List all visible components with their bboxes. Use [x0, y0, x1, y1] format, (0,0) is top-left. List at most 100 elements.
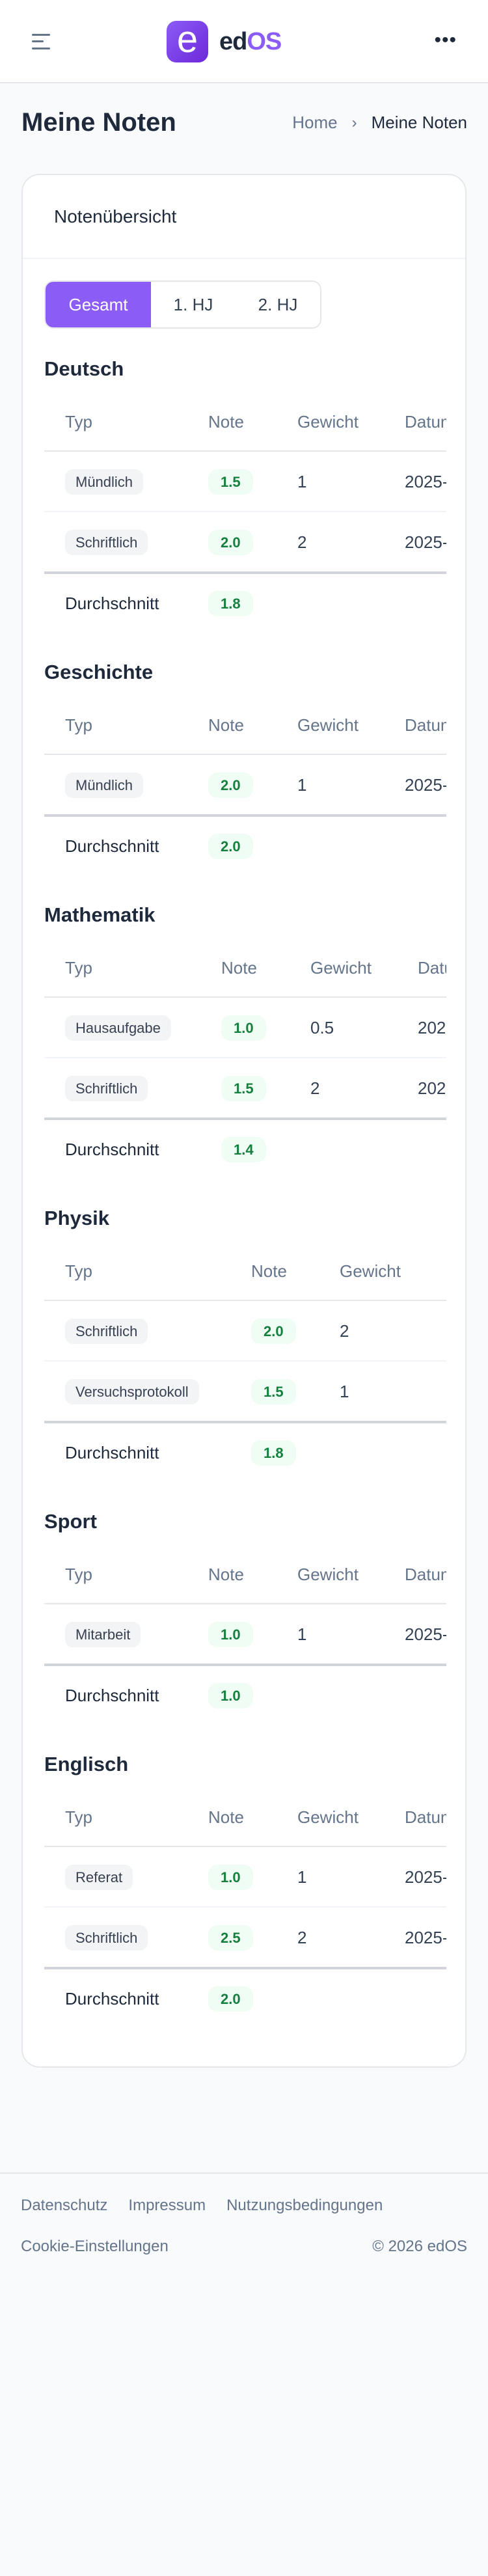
type-badge: Versuchsprotokoll	[65, 1379, 199, 1404]
average-badge: 1.8	[251, 1440, 296, 1466]
chevron-right-icon: ›	[351, 113, 357, 131]
logo-icon: e	[167, 21, 208, 62]
date-cell	[426, 1361, 446, 1423]
tab-gesamt[interactable]: Gesamt	[46, 282, 151, 327]
logo[interactable]: e edOS	[167, 21, 282, 62]
empty-cell	[319, 1422, 426, 1481]
table-scroll-container[interactable]: TypNoteGewichtDatum Hausaufgabe 1.0 0.52025…	[44, 940, 446, 1178]
column-header-gewicht: Gewicht	[277, 1546, 384, 1604]
table-header-row: TypNoteGewichtDatum	[44, 394, 446, 452]
empty-cell	[384, 573, 446, 632]
grade-cell: 1.5	[187, 451, 277, 512]
column-header-note: Note	[187, 1789, 277, 1847]
type-cell: Schriftlich	[44, 1058, 200, 1120]
column-header-datum: Datum	[384, 394, 446, 452]
type-badge: Referat	[65, 1865, 133, 1890]
tab-1-hj[interactable]: 1. HJ	[173, 294, 213, 314]
weight-cell: 2	[277, 512, 384, 574]
grade-cell: 1.0	[200, 997, 290, 1058]
subject-section: Englisch TypNoteGewichtDatum Referat 1.0 120…	[44, 1751, 446, 2027]
hamburger-icon[interactable]	[32, 33, 51, 51]
subject-title: Deutsch	[44, 357, 124, 380]
footer-links: Datenschutz Impressum Nutzungsbedingunge…	[21, 2197, 383, 2215]
grade-badge: 1.0	[221, 1015, 266, 1041]
subject-title: Sport	[44, 1510, 97, 1533]
subject-section: Sport TypNoteGewichtDatum Mitarbeit 1.0 1202…	[44, 1509, 446, 1724]
subject-section: Deutsch TypNoteGewichtDatum Mündlich 1.5 120…	[44, 356, 446, 632]
weight-cell: 2	[290, 1058, 397, 1120]
weight-cell: 2	[277, 1907, 384, 1969]
table-scroll-container[interactable]: TypNoteGewichtDatum Mündlich 2.0 12025-12-1…	[44, 697, 446, 875]
subject-title: Mathematik	[44, 903, 156, 926]
date-cell: 2025-12-1	[397, 997, 446, 1058]
subject-section: Physik TypNoteGewichtDatum Schriftlich 2.0 2…	[44, 1205, 446, 1481]
average-label: Durchschnitt	[65, 1988, 159, 2008]
grade-badge: 1.0	[208, 1622, 253, 1647]
column-header-note: Note	[200, 940, 290, 998]
footer-link-datenschutz[interactable]: Datenschutz	[21, 2197, 108, 2214]
grades-table: TypNoteGewichtDatum Referat 1.0 12025-11-30…	[44, 1789, 446, 2027]
table-scroll-container[interactable]: TypNoteGewichtDatum Referat 1.0 12025-11-30…	[44, 1789, 446, 2027]
breadcrumb-home-link[interactable]: Home	[292, 113, 338, 132]
table-scroll-container[interactable]: TypNoteGewichtDatumSchriftlich2.02 Versuc…	[44, 1243, 446, 1481]
weight-cell: 1	[277, 451, 384, 512]
column-header-datum: Datum	[426, 1243, 446, 1301]
card-title: Notenübersicht	[23, 175, 465, 259]
footer-link-impressum[interactable]: Impressum	[128, 2197, 206, 2214]
table-scroll-container[interactable]: TypNoteGewichtDatum Mündlich 1.5 12025-12-2…	[44, 394, 446, 632]
table-header-row: TypNoteGewichtDatum	[44, 940, 446, 998]
average-label: Durchschnitt	[65, 593, 159, 613]
grade-cell: 2.0	[187, 512, 277, 574]
grade-badge: 1.5	[208, 469, 253, 495]
table-header-row: TypNoteGewichtDatum	[44, 697, 446, 755]
empty-cell	[277, 1968, 384, 2027]
page-header: Meine Noten Home › Meine Noten	[0, 83, 488, 174]
average-badge: 2.0	[208, 1986, 253, 2012]
grades-table: TypNoteGewichtDatum Hausaufgabe 1.0 0.52025…	[44, 940, 446, 1178]
column-header-gewicht: Gewicht	[277, 1789, 384, 1847]
average-row: Durchschnitt 1.4	[44, 1119, 446, 1178]
average-row: Durchschnitt 1.8	[44, 573, 446, 632]
date-cell: 2025-12-01	[384, 1604, 446, 1666]
column-header-typ: Typ	[44, 1789, 187, 1847]
average-cell: 1.0	[187, 1665, 277, 1724]
subject-title: Physik	[44, 1207, 109, 1229]
weight-cell: 1	[277, 1604, 384, 1666]
column-header-datum: Datum	[384, 1789, 446, 1847]
empty-cell	[384, 815, 446, 875]
empty-cell	[277, 1665, 384, 1724]
type-badge: Mündlich	[65, 469, 144, 495]
table-row: Schriftlich 2.0 2	[44, 1300, 446, 1362]
empty-cell	[277, 573, 384, 632]
weight-cell: 1	[277, 1846, 384, 1908]
column-header-gewicht: Gewicht	[277, 394, 384, 452]
tab-2-hj[interactable]: 2. HJ	[258, 294, 298, 314]
column-header-gewicht: Gewicht	[319, 1243, 426, 1301]
type-cell: Hausaufgabe	[44, 997, 200, 1058]
grade-cell: 2.0	[230, 1300, 319, 1362]
type-cell: Schriftlich	[44, 512, 187, 574]
more-horizontal-icon[interactable]: •••	[434, 29, 457, 51]
grade-badge: 2.5	[208, 1925, 253, 1951]
type-cell: Mündlich	[44, 451, 187, 512]
grades-table: TypNoteGewichtDatum Mitarbeit 1.0 12025-12-…	[44, 1546, 446, 1724]
footer-link-nutzungsbedingungen[interactable]: Nutzungsbedingungen	[226, 2197, 383, 2214]
column-header-note: Note	[230, 1243, 319, 1301]
cookie-settings-link[interactable]: Cookie-Einstellungen	[21, 2238, 169, 2255]
column-header-typ: Typ	[44, 1243, 230, 1301]
average-row: Durchschnitt 1.0	[44, 1665, 446, 1724]
column-header-typ: Typ	[44, 940, 200, 998]
grades-table: TypNoteGewichtDatum Mündlich 1.5 12025-12-2…	[44, 394, 446, 632]
type-cell: Versuchsprotokoll	[44, 1361, 230, 1423]
empty-cell	[290, 1119, 397, 1178]
average-label: Durchschnitt	[65, 1685, 159, 1705]
grade-cell: 1.5	[230, 1361, 319, 1423]
column-header-gewicht: Gewicht	[290, 940, 397, 998]
type-cell: Schriftlich	[44, 1300, 230, 1362]
average-label: Durchschnitt	[65, 836, 159, 856]
subject-title: Geschichte	[44, 661, 154, 683]
date-cell	[426, 1300, 446, 1362]
table-scroll-container[interactable]: TypNoteGewichtDatum Mitarbeit 1.0 12025-12-…	[44, 1546, 446, 1724]
